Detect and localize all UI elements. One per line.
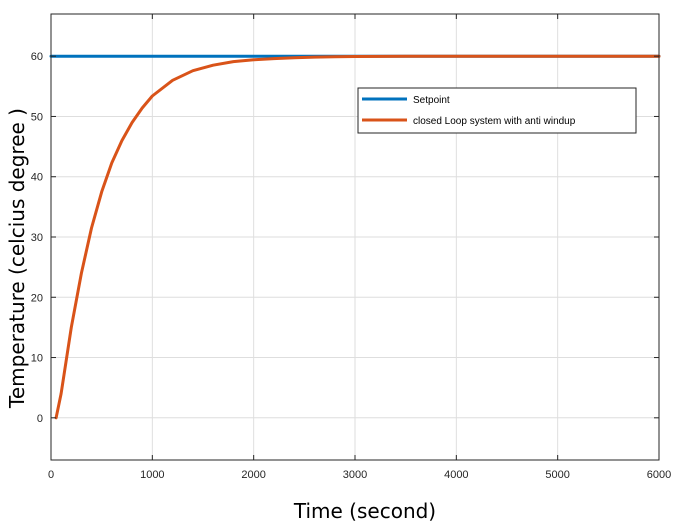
y-axis-label: Temperature (celcius degree ) (5, 108, 29, 409)
x-tick-label: 4000 (444, 469, 468, 481)
x-tick-label: 6000 (647, 469, 671, 481)
y-tick-label: 50 (31, 111, 43, 123)
y-tick-label: 60 (31, 51, 43, 63)
tick-labels: 0 1000 2000 3000 4000 5000 6000 0 10 20 30 40 50 60 (31, 51, 671, 481)
legend-setpoint-label: Setpoint (413, 95, 450, 106)
y-tick-label: 0 (37, 413, 43, 425)
y-tick-label: 30 (31, 232, 43, 244)
legend-box (357, 87, 637, 134)
x-tick-label: 5000 (545, 469, 569, 481)
x-tick-label: 3000 (343, 469, 367, 481)
y-tick-label: 40 (31, 172, 43, 184)
x-tick-label: 2000 (241, 469, 265, 481)
series-lines (49, 54, 661, 420)
y-tick-label: 10 (31, 353, 43, 365)
x-axis-label: Time (second) (293, 499, 436, 523)
legend-closed-loop-label: closed Loop system with anti windup (413, 116, 576, 127)
closed-loop-series-line (54, 54, 661, 420)
y-tick-label: 20 (31, 292, 43, 304)
x-tick-label: 1000 (140, 469, 164, 481)
axis-ticks (50, 14, 660, 460)
x-tick-label: 0 (48, 469, 54, 481)
legend: Setpoint closed Loop system with anti wi… (357, 87, 637, 134)
